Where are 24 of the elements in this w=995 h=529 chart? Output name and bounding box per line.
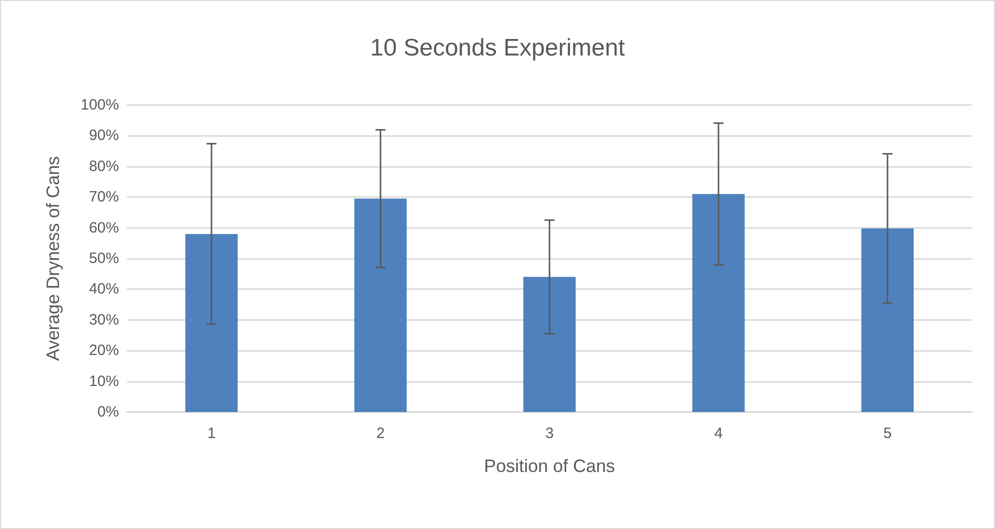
- bar: [354, 198, 407, 412]
- y-tick-label: 60%: [88, 219, 119, 236]
- x-axis-title: Position of Cans: [484, 456, 616, 476]
- y-tick-label: 30%: [88, 311, 119, 328]
- bar: [861, 228, 914, 412]
- bar: [692, 194, 745, 412]
- y-tick-label: 80%: [88, 158, 119, 175]
- y-tick-label: 10%: [88, 372, 119, 390]
- y-tick-label: 40%: [88, 280, 119, 298]
- y-tick-label: 90%: [88, 127, 119, 144]
- bar: [185, 234, 238, 412]
- y-tick-label: 50%: [88, 250, 119, 267]
- chart-title: 10 Seconds Experiment: [370, 34, 626, 62]
- y-tick-label: 100%: [80, 96, 119, 114]
- x-tick-label: 2: [376, 425, 385, 442]
- x-tick-label: 5: [883, 425, 892, 442]
- y-axis-title: Average Dryness of Cans: [43, 156, 63, 361]
- y-tick-label: 20%: [88, 342, 119, 360]
- y-tick-label: 0%: [97, 404, 119, 420]
- x-tick-label: 3: [545, 425, 554, 442]
- x-tick-label: 4: [714, 425, 723, 442]
- x-tick-label: 1: [207, 425, 216, 442]
- y-tick-label: 70%: [88, 188, 119, 206]
- bar: [523, 276, 576, 412]
